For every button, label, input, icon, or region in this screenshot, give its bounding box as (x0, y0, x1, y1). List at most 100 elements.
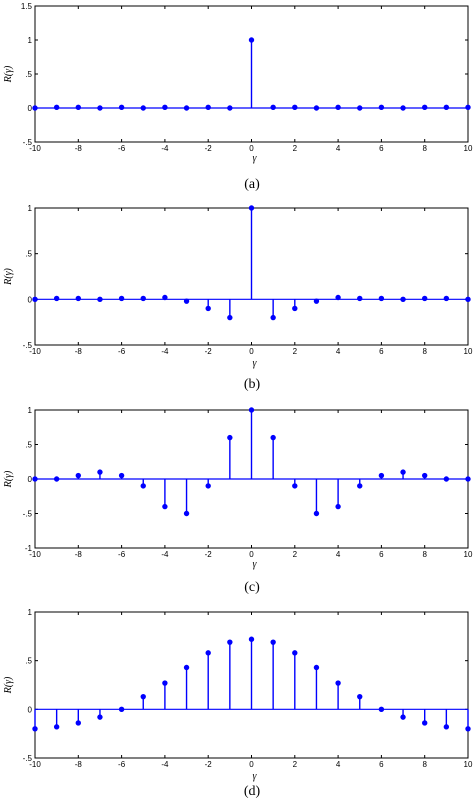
stem-marker (183, 510, 190, 517)
stem-marker (227, 314, 233, 321)
x-tick-label: -2 (205, 550, 213, 559)
stem-marker (97, 469, 103, 475)
stem-marker (422, 472, 428, 479)
x-tick-label: 10 (464, 760, 473, 769)
x-tick-label: -2 (205, 347, 213, 356)
y-tick-label: .5 (25, 70, 32, 79)
x-tick-label: 8 (422, 760, 427, 769)
stem-marker (53, 724, 60, 730)
y-tick-label: -1 (25, 544, 33, 553)
x-tick-label: -6 (118, 550, 126, 559)
x-tick-label: -10 (29, 347, 41, 356)
x-tick-label: 0 (249, 347, 254, 356)
stem-marker (53, 295, 60, 302)
stem-marker (227, 639, 233, 645)
y-tick-label: 1 (28, 608, 33, 617)
stem-marker (443, 724, 450, 730)
stem-marker (378, 706, 385, 713)
y-tick-label: 0 (28, 104, 33, 113)
stem-marker (32, 105, 38, 111)
x-tick-label: 2 (293, 760, 298, 769)
panel-caption: (b) (244, 377, 261, 392)
stem-marker (118, 295, 125, 302)
y-tick-label: 1 (28, 204, 33, 213)
x-tick-label: 2 (293, 144, 298, 153)
stem-marker (97, 296, 103, 303)
stem-marker (75, 720, 82, 726)
x-axis-label: γ (253, 358, 258, 369)
stem-marker (292, 104, 298, 111)
stem-marker (465, 104, 471, 111)
stem-marker (465, 476, 471, 482)
stem-marker (422, 295, 428, 302)
x-tick-label: 6 (379, 760, 384, 769)
x-tick-label: 4 (336, 347, 341, 356)
x-tick-label: 10 (464, 347, 473, 356)
x-tick-label: 0 (249, 144, 254, 153)
chart-panel-c: -10 -8 -6 -4 -2 0 2 4 6 8 10 -1 -.5 0 .5 1 γ R(γ) (c) (3, 406, 473, 595)
stem-marker (443, 295, 450, 302)
x-tick-label: 8 (422, 347, 427, 356)
stem-marker (140, 483, 146, 489)
stem-marker (205, 483, 211, 489)
stem-marker (422, 720, 428, 726)
stem-marker (205, 650, 211, 656)
y-axis-label: R(γ) (3, 676, 14, 694)
stem-marker (270, 104, 276, 111)
stem-marker (422, 104, 428, 111)
x-tick-label: 4 (336, 760, 341, 769)
panel-caption: (c) (244, 580, 260, 595)
stem-marker (270, 639, 276, 645)
y-tick-label: -.5 (23, 138, 33, 147)
x-tick-label: 8 (422, 550, 427, 559)
stem-marker (183, 298, 190, 304)
stem-marker (313, 510, 320, 517)
y-tick-label: 0 (28, 705, 33, 714)
x-tick-label: 4 (336, 144, 341, 153)
y-tick-label: -.5 (23, 510, 33, 519)
y-tick-label: 1 (28, 36, 33, 45)
stem-marker (118, 706, 125, 713)
x-tick-label: -8 (75, 347, 83, 356)
x-tick-label: -2 (205, 144, 213, 153)
stem-marker (140, 105, 146, 111)
stem-marker (378, 472, 385, 479)
x-tick-label: -8 (75, 760, 83, 769)
stem-marker (183, 664, 190, 671)
stem-marker (227, 434, 233, 441)
x-tick-label: -10 (29, 760, 41, 769)
chart-panel-a: -10 -8 -6 -4 -2 0 2 4 6 8 10 -.5 0 .5 1 1.5 γ R(γ) (a) (3, 2, 473, 192)
stem-marker (162, 503, 168, 510)
stem-marker (292, 483, 298, 489)
stem-marker (97, 714, 103, 720)
x-tick-label: -4 (161, 347, 169, 356)
y-tick-label: -.5 (23, 341, 33, 350)
x-tick-label: -2 (205, 760, 213, 769)
stem-marker (205, 305, 211, 312)
stem-marker (183, 105, 190, 111)
x-tick-label: -6 (118, 144, 126, 153)
x-tick-label: 6 (379, 144, 384, 153)
stem-marker (75, 472, 82, 479)
stem-marker (357, 295, 363, 302)
stem-marker (378, 104, 385, 111)
x-axis-label: γ (253, 153, 258, 164)
stem-marker (32, 726, 38, 732)
x-tick-label: 6 (379, 347, 384, 356)
stem-marker (270, 434, 276, 441)
x-tick-label: -10 (29, 550, 41, 559)
stem-marker (335, 294, 341, 301)
stem-marker (32, 296, 38, 303)
stem-marker (53, 104, 60, 111)
y-tick-label: .5 (25, 441, 32, 450)
stem-marker (140, 295, 146, 302)
chart-panel-b: -10 -8 -6 -4 -2 0 2 4 6 8 10 -.5 0 .5 1 γ R(γ) (b) (3, 204, 473, 392)
stem-marker (313, 664, 320, 671)
x-tick-label: 0 (249, 550, 254, 559)
y-axis-label: R(γ) (3, 65, 14, 83)
x-tick-label: 0 (249, 760, 254, 769)
y-tick-label: 1 (28, 406, 33, 415)
y-tick-label: -.5 (23, 754, 33, 763)
stem-marker (248, 37, 255, 43)
